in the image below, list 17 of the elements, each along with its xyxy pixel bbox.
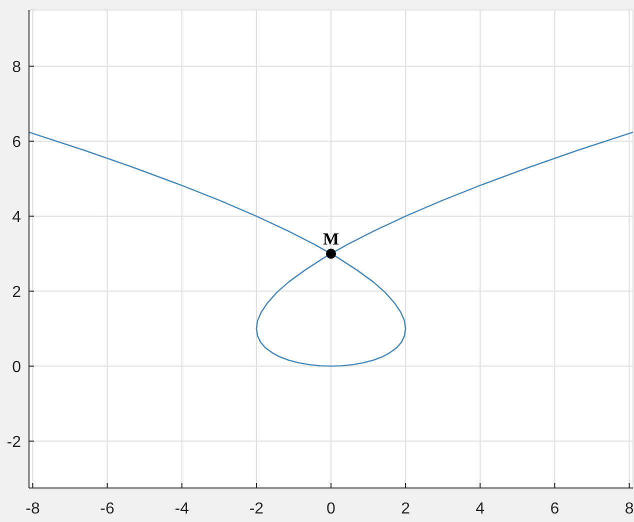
- y-tick-label: 2: [12, 284, 22, 301]
- x-tick-label: 0: [326, 500, 336, 518]
- line-series: [29, 132, 633, 367]
- x-tick-label: 4: [476, 500, 485, 518]
- x-tick-label: 8: [624, 500, 634, 518]
- x-tick-label: 2: [401, 500, 410, 518]
- x-tick-label: -4: [174, 500, 190, 518]
- x-tick-label: -6: [100, 500, 115, 518]
- y-tick-label: 6: [12, 134, 22, 151]
- y-tick-label: 8: [12, 58, 22, 76]
- x-tick-label: 6: [550, 500, 560, 518]
- x-tick-label: -2: [249, 500, 264, 518]
- y-tick-label: 0: [12, 358, 22, 376]
- y-tick-label: 4: [12, 208, 22, 226]
- x-tick-label: -8: [26, 500, 40, 518]
- y-tick-label: -2: [6, 434, 22, 451]
- annotation: M: [322, 230, 340, 249]
